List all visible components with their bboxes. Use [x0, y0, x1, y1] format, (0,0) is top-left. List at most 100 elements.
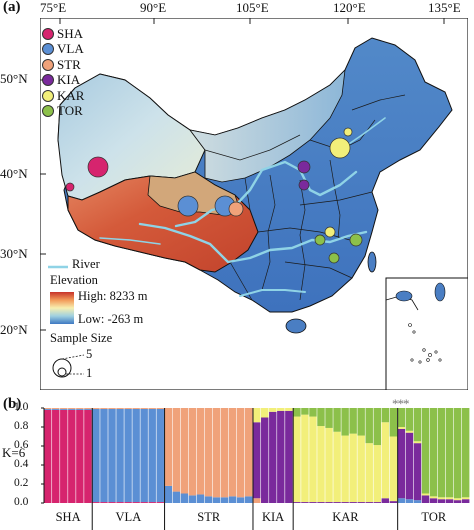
bar-segment — [228, 496, 237, 503]
bar-segment — [357, 408, 365, 436]
y-tick-label: 0.8 — [14, 420, 29, 432]
bar-segment — [140, 408, 148, 503]
bar-segment — [405, 430, 414, 433]
bar-segment — [92, 408, 100, 409]
bar-segment — [148, 408, 156, 409]
bar-segment — [429, 498, 438, 503]
bar-segment — [349, 408, 357, 434]
bar-segment — [357, 435, 365, 503]
bar-segment — [445, 499, 454, 503]
bar-segment — [116, 408, 124, 503]
bar-segment — [156, 502, 164, 503]
site-tor-3 — [328, 252, 340, 264]
bar-segment — [413, 408, 422, 442]
population-legend-item: VLA — [42, 41, 132, 58]
lat-tick-40: 40°N — [0, 166, 28, 181]
bar-segment — [453, 500, 462, 503]
bar-segment — [172, 491, 181, 503]
population-legend-swatch — [42, 74, 54, 87]
y-tick-label: 0.0 — [14, 496, 29, 508]
bar-segment — [172, 408, 181, 492]
group-label: KIA — [261, 510, 285, 524]
population-legend-label: KIA — [57, 72, 81, 88]
bar-segment — [373, 408, 381, 446]
bar-segment — [124, 408, 132, 409]
elevation-color-ramp — [50, 292, 74, 324]
bar-segment — [277, 410, 285, 503]
bar-segment — [453, 498, 462, 501]
bar-segment — [252, 408, 261, 423]
bar-segment — [204, 408, 213, 497]
bar-segment — [413, 441, 422, 444]
bar-segment — [108, 502, 116, 503]
population-legend-label: TOR — [57, 103, 83, 119]
bar-segment — [269, 408, 277, 412]
bar-segment — [365, 502, 373, 503]
hainan-island — [285, 318, 307, 334]
bar-segment — [309, 416, 317, 503]
bar-segment — [84, 409, 92, 503]
sample-size-title: Sample Size — [50, 331, 113, 345]
bar-segment — [301, 408, 309, 415]
sample-size-key — [52, 354, 85, 378]
bar-segment — [317, 426, 325, 503]
bar-segment — [116, 408, 124, 409]
taiwan-island — [367, 251, 377, 273]
bar-segment — [373, 502, 381, 503]
panel-b-label: (b) — [3, 396, 22, 412]
group-label: SHA — [55, 510, 81, 524]
bar-segment — [140, 408, 148, 409]
group-label: VLA — [115, 510, 142, 524]
bar-segment — [437, 408, 446, 498]
bar-segment — [100, 408, 108, 503]
bar-segment — [333, 502, 341, 503]
lat-tick-50: 50°N — [0, 71, 28, 86]
bar-segment — [421, 408, 430, 494]
bar-segment — [252, 498, 261, 503]
population-legend-swatch — [42, 89, 54, 102]
population-legend-item: TOR — [42, 103, 132, 120]
elevation-low-label: Low: -263 m — [78, 312, 144, 326]
site-kia-2 — [298, 179, 310, 191]
bar-segment — [261, 408, 269, 418]
population-legend-label: VLA — [57, 41, 84, 57]
elevation-legend-title: Elevation — [50, 273, 98, 287]
bar-segment — [381, 422, 390, 499]
elevation-high-label: High: 8233 m — [78, 289, 148, 303]
population-legend: SHA VLA STR KIA KAR TOR — [42, 26, 132, 119]
k-label: K=6 — [2, 445, 26, 460]
bar-segment — [429, 408, 438, 497]
bar-segment — [228, 408, 237, 497]
bar-segment — [156, 408, 164, 409]
yangtze-river — [138, 222, 368, 264]
lon-tick-105: 105°E — [236, 0, 269, 15]
bar-segment — [68, 408, 76, 409]
bar-segment — [389, 501, 398, 503]
bar-segment — [100, 408, 108, 409]
site-kar-3 — [324, 226, 336, 238]
population-legend-swatch — [42, 27, 54, 40]
bar-segment — [389, 408, 398, 437]
site-kia-1 — [297, 160, 311, 174]
group-label: KAR — [332, 510, 359, 524]
site-str-1 — [228, 201, 244, 217]
bar-segment — [397, 498, 406, 503]
bar-segment — [285, 408, 293, 411]
population-legend-swatch — [42, 43, 54, 56]
bar-segment — [132, 408, 140, 409]
bar-segment — [76, 408, 84, 410]
site-kar-2 — [343, 127, 353, 137]
pearl-river — [239, 289, 306, 297]
bar-segment — [204, 496, 213, 503]
population-legend-swatch — [42, 105, 54, 118]
group-label: TOR — [421, 510, 447, 524]
site-kar-1 — [329, 137, 351, 159]
site-tor-1 — [314, 234, 326, 246]
bar-segment — [317, 502, 325, 503]
bar-segment — [341, 435, 349, 503]
lon-tick-90: 90°E — [140, 0, 167, 15]
bar-segment — [236, 408, 245, 498]
region-north-plateau — [189, 68, 346, 183]
lon-tick-135: 135°E — [428, 0, 461, 15]
bar-segment — [212, 497, 221, 503]
